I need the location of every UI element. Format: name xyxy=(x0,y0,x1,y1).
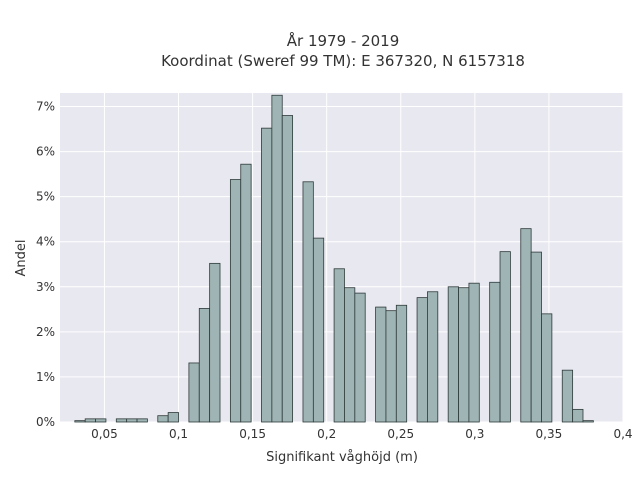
histogram-bar xyxy=(136,418,148,423)
histogram-bar xyxy=(468,282,480,423)
y-tick-label: 6% xyxy=(36,145,55,159)
x-axis-label: Signifikant våghöjd (m) xyxy=(266,450,418,465)
histogram-bar xyxy=(385,310,397,423)
histogram-bar xyxy=(530,251,542,423)
histogram-bar xyxy=(209,262,221,423)
x-tick-label: 0,4 xyxy=(613,427,632,441)
histogram-bar xyxy=(302,181,314,423)
histogram-bar xyxy=(375,306,387,423)
bars xyxy=(74,94,594,423)
histogram-bar xyxy=(541,313,553,423)
histogram-bar xyxy=(395,304,408,423)
y-tick-label: 3% xyxy=(36,280,55,294)
y-tick-label: 7% xyxy=(36,100,55,114)
histogram-bar xyxy=(115,418,128,423)
y-tick-label: 0% xyxy=(36,415,55,429)
histogram-bar xyxy=(561,369,574,423)
histogram-bar xyxy=(157,415,169,423)
chart-title: År 1979 - 2019 xyxy=(287,31,400,50)
histogram-bar xyxy=(489,281,501,423)
y-tick-label: 1% xyxy=(36,370,55,384)
histogram-bar xyxy=(499,251,511,423)
histogram-bar xyxy=(447,286,459,423)
x-tick-label: 0,25 xyxy=(387,427,414,441)
y-tick-labels: 0% 1% 2% 3% 4% 5% 6% 7% xyxy=(36,100,55,429)
x-tick-labels: 0,05 0,1 0,15 0,2 0,25 0,3 0,35 0,4 xyxy=(91,427,632,441)
histogram-bar xyxy=(520,228,532,423)
x-tick-label: 0,2 xyxy=(317,427,336,441)
y-axis-label: Andel xyxy=(14,240,29,277)
histogram-bar xyxy=(240,163,252,423)
y-tick-label: 4% xyxy=(36,235,55,249)
histogram-bar xyxy=(95,418,107,423)
histogram-bar xyxy=(229,179,242,423)
y-tick-label: 5% xyxy=(36,190,55,204)
x-tick-label: 0,15 xyxy=(239,427,266,441)
histogram-bar xyxy=(416,297,428,423)
histogram-bar xyxy=(167,412,179,423)
x-tick-label: 0,05 xyxy=(91,427,118,441)
histogram-bar xyxy=(261,127,273,423)
histogram-bar xyxy=(333,268,345,423)
chart-subtitle: Koordinat (Sweref 99 TM): E 367320, N 61… xyxy=(161,52,525,70)
histogram-bar xyxy=(354,292,366,423)
histogram-bar xyxy=(188,362,200,423)
histogram-bar xyxy=(458,287,470,423)
histogram-bar xyxy=(198,308,211,423)
histogram-bar xyxy=(582,420,594,423)
histogram-bar xyxy=(572,408,584,423)
histogram-bar xyxy=(84,418,96,423)
histogram-bar xyxy=(126,418,138,423)
histogram-bar xyxy=(344,287,356,423)
histogram-bar xyxy=(74,420,86,423)
x-tick-label: 0,1 xyxy=(169,427,188,441)
histogram-bar xyxy=(427,291,439,423)
x-tick-label: 0,3 xyxy=(465,427,484,441)
histogram-bar xyxy=(281,115,294,423)
x-tick-label: 0,35 xyxy=(536,427,563,441)
histogram-bar xyxy=(312,237,325,423)
histogram-bar xyxy=(271,94,283,423)
y-tick-label: 2% xyxy=(36,325,55,339)
